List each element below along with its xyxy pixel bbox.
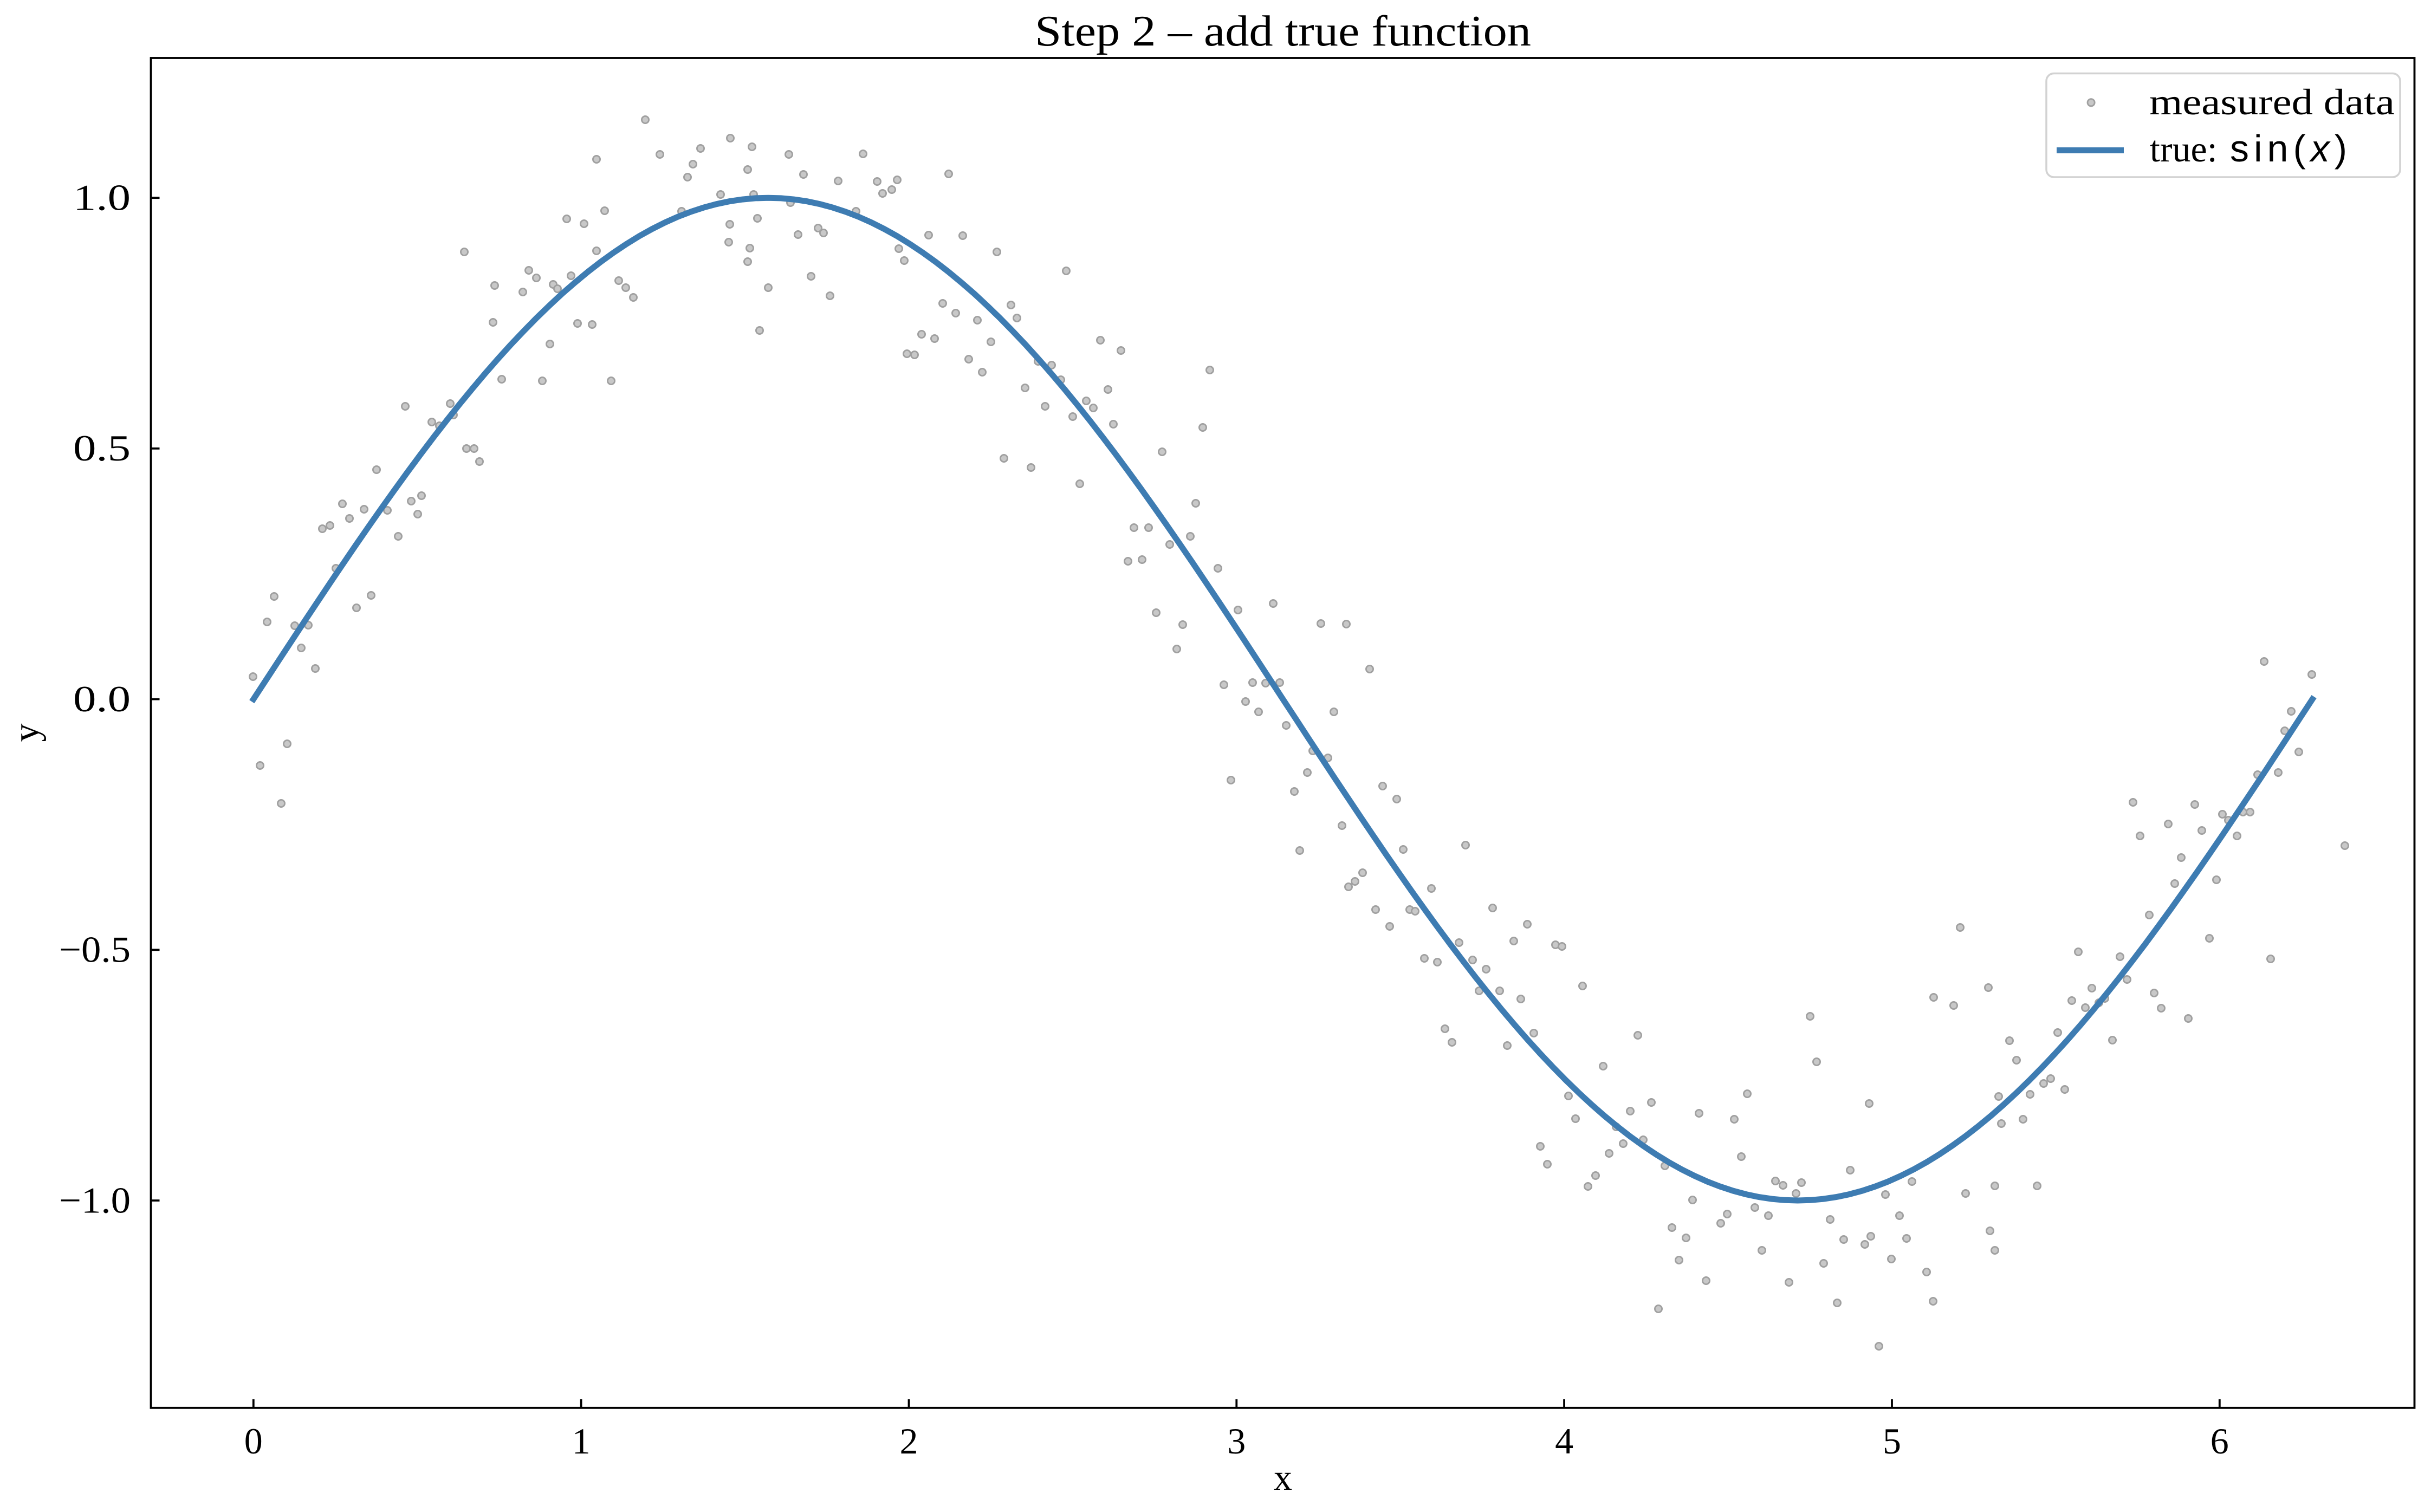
svg-text:1: 1 xyxy=(572,1420,591,1462)
svg-text:−1.0: −1.0 xyxy=(59,1179,131,1221)
svg-text:1.0: 1.0 xyxy=(73,177,131,218)
svg-text:2: 2 xyxy=(900,1420,918,1462)
svg-text:Step 2 – add true function: Step 2 – add true function xyxy=(1035,8,1531,55)
svg-text:0.0: 0.0 xyxy=(73,678,131,719)
svg-text:−0.5: −0.5 xyxy=(59,929,131,970)
svg-text:measured data: measured data xyxy=(2149,81,2395,122)
svg-text:y: y xyxy=(5,724,47,742)
svg-text:true:: true: xyxy=(2150,128,2218,170)
svg-text:sin(x): sin(x) xyxy=(2230,127,2352,170)
svg-text:6: 6 xyxy=(2210,1420,2229,1462)
svg-text:3: 3 xyxy=(1227,1420,1246,1462)
svg-text:x: x xyxy=(1274,1457,1292,1498)
svg-text:4: 4 xyxy=(1555,1420,1573,1462)
svg-text:5: 5 xyxy=(1883,1420,1901,1462)
svg-text:0.5: 0.5 xyxy=(73,427,131,469)
svg-text:0: 0 xyxy=(244,1420,263,1462)
